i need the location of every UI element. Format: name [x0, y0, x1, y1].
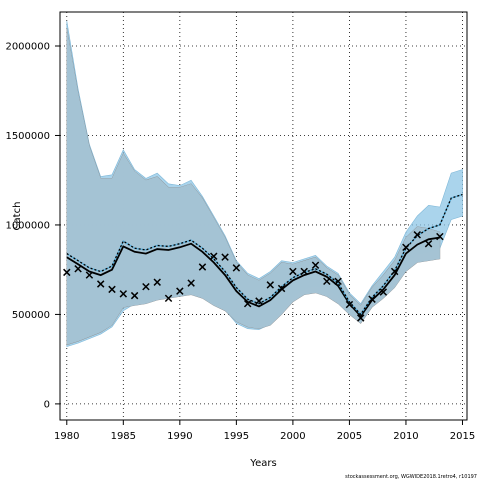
plot-frame	[59, 11, 468, 421]
cross-stroke	[221, 253, 229, 261]
observed-catch-point	[198, 263, 207, 271]
cross-stroke	[142, 282, 150, 291]
observed-catch-point	[368, 295, 376, 303]
observed-catch-point	[142, 282, 150, 291]
cross-stroke	[187, 279, 195, 287]
observed-catch-point	[108, 285, 116, 294]
cross-stroke	[436, 232, 444, 241]
observed-catch-point	[63, 268, 71, 277]
x-tick-label: 1990	[167, 431, 192, 442]
cross-stroke	[300, 267, 308, 276]
observed-catch-point	[255, 297, 263, 305]
observed-catch-point	[187, 279, 195, 287]
cross-stroke	[413, 231, 421, 239]
x-tick-label: 1995	[224, 431, 249, 442]
cross-stroke	[311, 261, 320, 269]
observed-catch-point	[289, 267, 297, 276]
cross-stroke	[277, 284, 286, 293]
observed-catch-point	[176, 287, 184, 295]
cross-stroke	[85, 271, 94, 279]
cross-stroke	[119, 290, 128, 298]
x-axis: 1980 1985 1990 1995 2000 2005 2010 2015	[54, 420, 475, 442]
cross-stroke	[232, 264, 241, 272]
cross-stroke	[323, 277, 331, 286]
estimate-lines	[66, 193, 463, 318]
observed-catch-point	[402, 243, 410, 252]
observed-catch-point	[243, 299, 252, 308]
confidence-bands	[66, 20, 463, 348]
observed-catch-point	[266, 281, 275, 289]
observed-catch-point	[130, 291, 139, 300]
cross-stroke	[176, 287, 184, 295]
x-axis-title: Years	[249, 458, 276, 469]
cross-stroke	[210, 252, 218, 260]
cross-stroke	[130, 291, 139, 300]
observed-catch-point	[232, 264, 241, 272]
observed-catch-point	[119, 290, 128, 298]
cross-stroke	[289, 267, 297, 276]
x-tick-label: 2010	[393, 431, 418, 442]
observed-catch-point	[323, 277, 331, 286]
observed-catch-point	[85, 271, 94, 279]
y-tick-label: 0	[44, 399, 50, 410]
cross-stroke	[266, 281, 275, 289]
observed-catch-point	[345, 300, 354, 309]
x-tick-label: 1985	[111, 431, 136, 442]
observed-catch-point	[277, 284, 286, 293]
cross-stroke	[345, 300, 354, 309]
x-tick-label: 2005	[337, 431, 362, 442]
y-axis: 0 500000 1000000 1500000 2000000	[5, 42, 60, 410]
estimate-final-line	[66, 236, 441, 318]
cross-stroke	[390, 267, 399, 276]
observed-catch-point	[210, 252, 218, 260]
y-tick-label: 1000000	[5, 220, 50, 231]
y-tick-label: 2000000	[5, 42, 50, 53]
observed-catch-point	[300, 267, 308, 276]
x-tick-label: 1980	[54, 431, 79, 442]
x-tick-label: 2000	[280, 431, 305, 442]
footer-note: stockassessment.org, WGWIDE2018.1retro4,…	[345, 474, 477, 480]
observed-catch-point	[221, 253, 229, 261]
observed-catch-point	[356, 314, 365, 322]
cross-stroke	[356, 314, 365, 322]
cross-stroke	[379, 288, 388, 296]
cross-stroke	[153, 278, 161, 286]
observed-catch-point	[164, 294, 173, 303]
observed-catch-point	[436, 232, 444, 241]
y-tick-label: 1500000	[5, 131, 50, 142]
observed-catch-point	[424, 240, 433, 248]
cross-stroke	[424, 240, 433, 248]
cross-stroke	[334, 277, 342, 286]
cross-stroke	[164, 294, 173, 303]
y-axis-title: Catch	[12, 202, 23, 231]
observed-catch-markers	[63, 231, 444, 322]
observed-catch-point	[153, 278, 161, 286]
observed-catch-point	[413, 231, 421, 239]
cross-stroke	[74, 265, 82, 273]
cross-stroke	[63, 268, 71, 277]
observed-catch-point	[74, 265, 82, 273]
y-tick-label: 500000	[12, 310, 50, 321]
observed-catch-point	[334, 277, 342, 286]
x-tick-label: 2015	[450, 431, 475, 442]
cross-stroke	[255, 297, 263, 305]
observed-catch-point	[390, 267, 399, 276]
cross-stroke	[243, 299, 252, 308]
cross-stroke	[108, 285, 116, 294]
cross-stroke	[402, 243, 410, 252]
observed-catch-point	[96, 280, 105, 288]
observed-catch-point	[311, 261, 320, 269]
observed-catch-point	[379, 288, 388, 296]
cross-stroke	[198, 263, 207, 271]
estimate-retro-dashed-line	[66, 193, 463, 316]
cross-stroke	[96, 280, 105, 288]
cross-stroke	[368, 295, 376, 303]
overlap-band	[66, 28, 440, 345]
